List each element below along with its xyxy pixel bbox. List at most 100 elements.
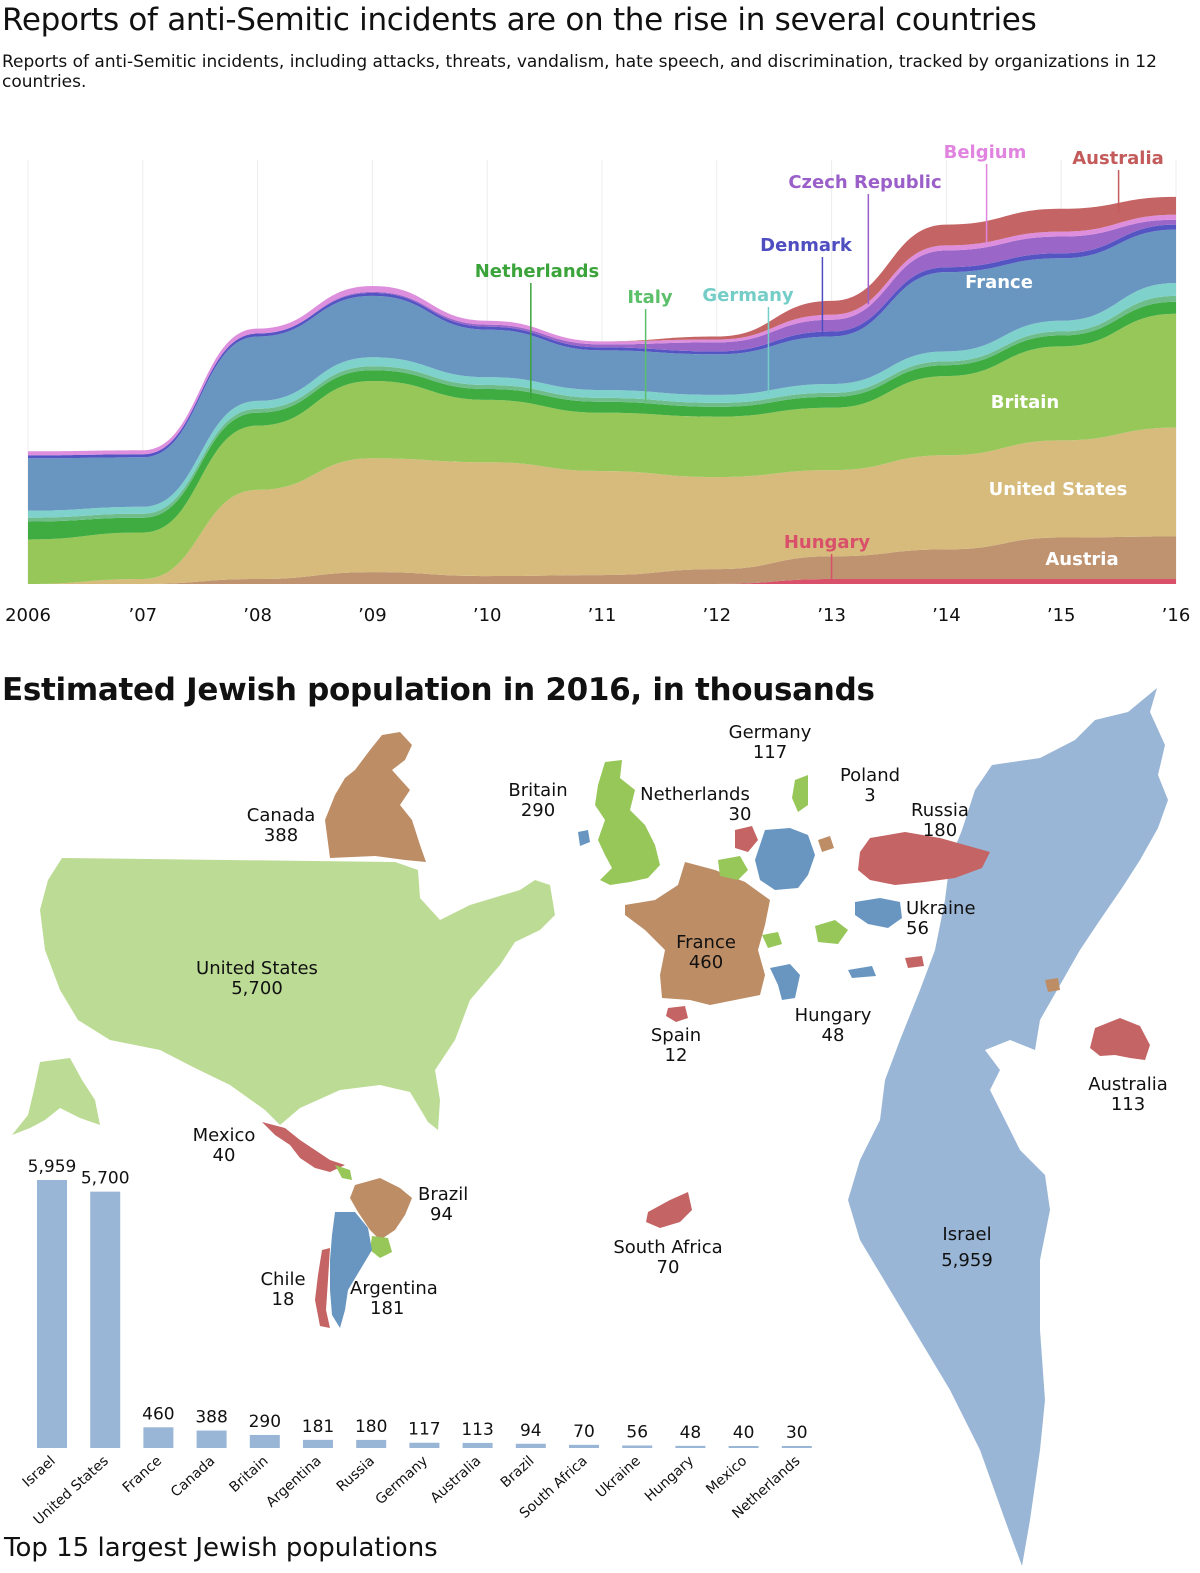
x-tick-label: ’16 xyxy=(1162,605,1191,626)
ireland-shape xyxy=(578,830,590,846)
map-label-germany: Germany xyxy=(729,722,812,743)
map-value-chile: 18 xyxy=(272,1289,295,1310)
bar-united-states xyxy=(90,1191,121,1448)
bar-value-label: 290 xyxy=(249,1412,281,1432)
bar-value-label: 56 xyxy=(626,1422,648,1442)
stream-layer-austria xyxy=(28,536,1176,584)
map-value-australia: 113 xyxy=(1111,1094,1145,1115)
series-label-italy: Italy xyxy=(627,287,673,308)
x-tick-label: ’11 xyxy=(588,605,617,626)
bar-value-label: 70 xyxy=(573,1422,595,1442)
brazil-shape xyxy=(350,1178,412,1240)
france-shape xyxy=(625,862,770,1005)
bar-australia xyxy=(462,1442,493,1448)
bar-category-label: Hungary xyxy=(642,1453,697,1505)
x-tick-label: ’15 xyxy=(1047,605,1076,626)
map-value-netherlands: 30 xyxy=(729,804,752,825)
map-label-south-africa: South Africa xyxy=(613,1237,722,1258)
bar-canada xyxy=(196,1430,227,1448)
spain-shape xyxy=(666,1006,688,1022)
x-tick-label: ’10 xyxy=(473,605,502,626)
bar-value-label: 94 xyxy=(520,1421,542,1441)
map-value-south-africa: 70 xyxy=(657,1257,680,1278)
map-label-mexico: Mexico xyxy=(193,1125,256,1146)
bar-category-label: Germany xyxy=(373,1453,432,1508)
bar-argentina xyxy=(303,1439,333,1448)
central-america-shape xyxy=(335,1165,352,1180)
italy-shape xyxy=(770,964,800,1000)
x-tick-label: 2006 xyxy=(5,605,51,626)
series-label-united-states: United States xyxy=(989,479,1128,500)
stream-layer-france xyxy=(28,229,1176,511)
x-tick-label: ’14 xyxy=(932,605,961,626)
stream-layers xyxy=(28,196,1176,584)
bar-germany xyxy=(409,1442,440,1448)
map-value-argentina: 181 xyxy=(370,1298,404,1319)
hungary-shape xyxy=(815,920,848,944)
series-label-austria: Austria xyxy=(1045,549,1118,570)
bar-value-label: 117 xyxy=(408,1420,440,1440)
bar-ukraine xyxy=(622,1445,653,1448)
bar-value-label: 460 xyxy=(142,1404,174,1424)
bar-value-label: 181 xyxy=(302,1417,334,1437)
bar-category-label: Australia xyxy=(428,1453,485,1506)
bar-category-label: Brazil xyxy=(498,1453,538,1491)
map-label-netherlands: Netherlands xyxy=(640,784,750,805)
map-value-britain: 290 xyxy=(521,800,555,821)
map-label-france: France xyxy=(676,932,736,953)
bar-brazil xyxy=(515,1443,546,1448)
bar-netherlands xyxy=(781,1446,812,1448)
x-tick-label: ’08 xyxy=(243,605,272,626)
mexico-shape xyxy=(262,1122,345,1172)
series-label-hungary: Hungary xyxy=(784,532,871,553)
bar-value-label: 113 xyxy=(461,1420,493,1440)
stream-chart: Hungary Austria United States Britain Nether… xyxy=(5,142,1190,626)
switzerland-shape xyxy=(762,932,782,948)
series-label-germany: Germany xyxy=(702,285,794,306)
map-value-brazil: 94 xyxy=(430,1204,453,1225)
britain-shape xyxy=(595,760,660,885)
stream-label-leaders xyxy=(530,164,1120,582)
bar-hungary xyxy=(675,1445,706,1448)
bar-south-africa xyxy=(569,1444,599,1448)
series-label-france: France xyxy=(965,272,1033,293)
bar-value-label: 180 xyxy=(355,1417,387,1437)
canada-shape xyxy=(325,732,426,862)
map-value-spain: 12 xyxy=(665,1045,688,1066)
bar-category-label: Israel xyxy=(20,1453,59,1490)
bar-value-label: 5,959 xyxy=(28,1157,77,1177)
australia-shape xyxy=(1090,1018,1150,1060)
map-value-russia: 180 xyxy=(923,820,957,841)
alaska-shape xyxy=(12,1058,100,1135)
map-label-britain: Britain xyxy=(508,780,567,801)
belgium-shape xyxy=(718,856,748,880)
map-label-australia: Australia xyxy=(1088,1074,1168,1095)
bar-category-label: Ukraine xyxy=(593,1453,644,1501)
map-value-united-states: 5,700 xyxy=(231,978,283,999)
bar-value-label: 40 xyxy=(733,1423,755,1443)
map-value-germany: 117 xyxy=(753,742,787,763)
x-tick-label: ’12 xyxy=(702,605,731,626)
bar-france xyxy=(143,1427,174,1448)
stream-x-axis: 2006 ’07 ’08 ’09 ’10 ’11 ’12 ’13 ’14 ’15 ’16 xyxy=(5,605,1190,626)
bar-category-label: Canada xyxy=(168,1453,218,1501)
map-value-poland: 3 xyxy=(864,785,875,806)
stream-layer-netherlands xyxy=(28,301,1176,540)
bar-category-label: Mexico xyxy=(703,1453,750,1498)
map-value-mexico: 40 xyxy=(213,1145,236,1166)
bar-category-label: France xyxy=(120,1453,165,1496)
south-africa-shape xyxy=(646,1192,692,1228)
map-label-russia: Russia xyxy=(911,800,969,821)
bar-russia xyxy=(356,1439,387,1448)
bar-britain xyxy=(249,1434,280,1448)
bar-mexico xyxy=(728,1446,759,1448)
mideast-small-shape xyxy=(1045,978,1060,992)
netherlands-shape xyxy=(735,826,758,852)
map-label-spain: Spain xyxy=(651,1025,701,1046)
bar-value-label: 48 xyxy=(680,1423,702,1443)
map-label-argentina: Argentina xyxy=(350,1278,438,1299)
ukraine-shape xyxy=(855,898,902,928)
